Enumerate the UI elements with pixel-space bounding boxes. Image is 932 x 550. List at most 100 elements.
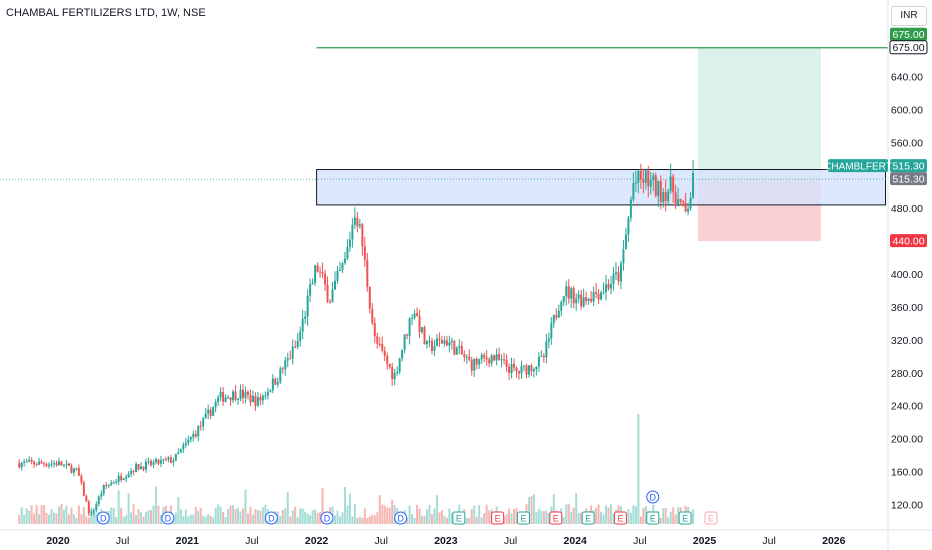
earnings-marker [452, 511, 466, 525]
volume-bar [157, 505, 160, 524]
volume-bar [448, 508, 451, 524]
earnings-marker-label: E [650, 514, 656, 524]
candle-body [607, 284, 610, 289]
candle-body [518, 371, 521, 374]
candle-body [488, 359, 491, 364]
volume-bar [127, 493, 130, 524]
price-tick-label: 280.00 [891, 368, 923, 380]
volume-bar [515, 507, 518, 524]
candle-body [508, 366, 511, 374]
candle-body [75, 468, 78, 470]
candle-body [130, 470, 133, 475]
candle-body [321, 272, 324, 274]
candle-body [363, 246, 366, 260]
volume-bar [314, 509, 317, 524]
candle-body [70, 465, 73, 473]
drawings [0, 47, 888, 242]
volume-bar [692, 509, 695, 524]
candle-body [619, 263, 622, 282]
volume-bar [408, 505, 411, 524]
candle-body [396, 372, 399, 374]
volume-bar [368, 516, 371, 524]
candle-body [348, 239, 351, 247]
candle-body [401, 349, 404, 359]
candle-body [657, 180, 660, 196]
volume-bar [508, 508, 511, 524]
price-tick-label: 240.00 [891, 401, 923, 413]
volume-bar [43, 505, 46, 524]
candle-body [515, 367, 518, 372]
price-tag-label: 675.00 [892, 29, 924, 41]
candle-body [289, 358, 292, 360]
volume-bar [140, 512, 143, 524]
volume-bar [62, 509, 65, 524]
volume-bar [353, 504, 356, 524]
volume-bar [80, 514, 83, 524]
candle-body [202, 418, 205, 427]
candle-body [490, 355, 493, 364]
volume-bar [381, 504, 384, 524]
candle-body [40, 461, 43, 464]
candle-body [301, 318, 304, 332]
candle-body [237, 399, 240, 401]
volume-bar [239, 511, 242, 524]
volume-bar [25, 508, 28, 524]
candle-body [120, 475, 123, 480]
price-tick-label: 360.00 [891, 302, 923, 314]
volume-bar [393, 505, 396, 524]
volume-bar [450, 512, 453, 524]
candle-body [224, 397, 227, 402]
symbol-tag [828, 159, 888, 173]
volume-bar [77, 505, 80, 524]
price-tag [890, 159, 927, 173]
volume-bar [70, 507, 73, 524]
candle-body [266, 391, 269, 396]
volume-bar [219, 506, 222, 524]
candle-body [480, 354, 483, 360]
candle-body [406, 334, 409, 336]
time-tick-label: 2026 [822, 535, 846, 547]
volume-bar [241, 508, 244, 524]
candle-body [97, 496, 100, 505]
volume-bar [299, 508, 302, 524]
candle-body [25, 461, 28, 463]
candle-body [378, 343, 381, 345]
candle-body [393, 372, 396, 380]
candle-body [147, 461, 150, 463]
earnings-marker-label: E [585, 514, 591, 524]
price-tick-label: 200.00 [891, 434, 923, 446]
dividend-marker [394, 511, 408, 525]
candle-body [62, 464, 65, 466]
candle-body [682, 201, 685, 203]
candle-body [254, 395, 257, 406]
volume-bar [423, 515, 426, 524]
volume-bar [256, 510, 259, 524]
candle-body [127, 474, 130, 477]
volume-bar [112, 507, 115, 524]
candle-body [157, 459, 160, 464]
volume-bar [135, 515, 138, 524]
price-tag [890, 234, 927, 248]
volume-bar [430, 514, 433, 524]
volume-bar [570, 512, 573, 524]
candle-body [222, 391, 225, 402]
volume-bars [18, 414, 695, 524]
currency-button[interactable]: INR [891, 6, 927, 26]
volume-bar [294, 506, 297, 524]
volume-bar [304, 511, 307, 524]
candle-body [331, 289, 334, 303]
candle-body [627, 217, 630, 235]
candle-body [465, 356, 468, 358]
dividend-marker-label: D [165, 514, 172, 524]
candle-body [279, 368, 282, 383]
volume-bar [428, 504, 431, 524]
candle-body [197, 425, 200, 437]
volume-bar [383, 505, 386, 524]
volume-bar [545, 510, 548, 524]
candle-body [102, 484, 105, 494]
candle-body [95, 504, 98, 511]
volume-bar [122, 516, 125, 524]
volume-bar [234, 509, 237, 524]
